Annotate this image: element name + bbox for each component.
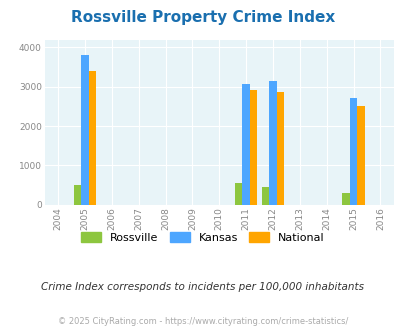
Text: Rossville Property Crime Index: Rossville Property Crime Index bbox=[71, 10, 334, 25]
Bar bbox=[249, 90, 257, 205]
Bar bbox=[242, 83, 249, 205]
Bar bbox=[73, 184, 81, 205]
Bar bbox=[261, 186, 269, 205]
Bar bbox=[276, 92, 284, 205]
Bar bbox=[269, 81, 276, 205]
Bar bbox=[81, 55, 88, 205]
Bar bbox=[234, 183, 242, 205]
Text: Crime Index corresponds to incidents per 100,000 inhabitants: Crime Index corresponds to incidents per… bbox=[41, 282, 364, 292]
Legend: Rossville, Kansas, National: Rossville, Kansas, National bbox=[79, 230, 326, 245]
Bar bbox=[356, 106, 364, 205]
Bar bbox=[88, 71, 96, 205]
Text: © 2025 CityRating.com - https://www.cityrating.com/crime-statistics/: © 2025 CityRating.com - https://www.city… bbox=[58, 317, 347, 326]
Bar bbox=[349, 98, 356, 205]
Bar bbox=[341, 193, 349, 205]
